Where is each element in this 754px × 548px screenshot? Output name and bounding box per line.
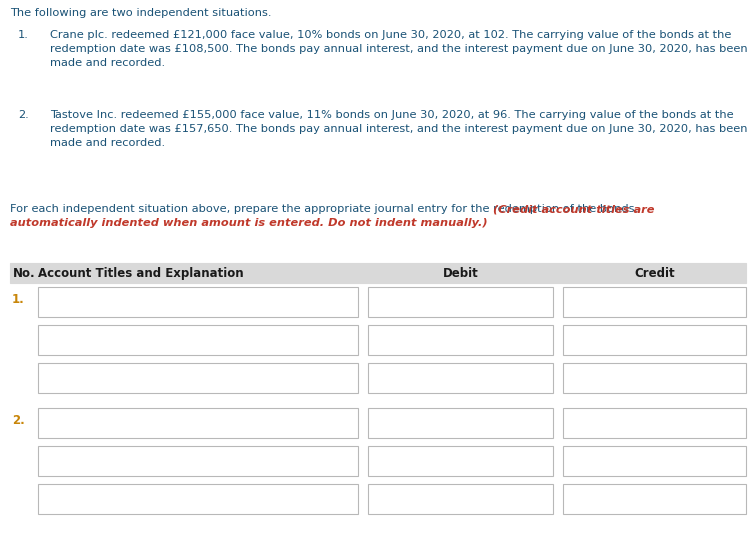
FancyBboxPatch shape — [563, 363, 746, 393]
Text: The following are two independent situations.: The following are two independent situat… — [10, 8, 271, 18]
FancyBboxPatch shape — [563, 408, 746, 438]
Text: Debit: Debit — [443, 267, 478, 280]
FancyBboxPatch shape — [38, 446, 358, 476]
Text: redemption date was £157,650. The bonds pay annual interest, and the interest pa: redemption date was £157,650. The bonds … — [50, 124, 747, 134]
Text: 2.: 2. — [12, 414, 25, 427]
FancyBboxPatch shape — [368, 446, 553, 476]
Text: 2.: 2. — [18, 110, 29, 120]
FancyBboxPatch shape — [38, 363, 358, 393]
FancyBboxPatch shape — [368, 484, 553, 514]
Text: Account Titles and Explanation: Account Titles and Explanation — [38, 267, 244, 280]
Text: automatically indented when amount is entered. Do not indent manually.): automatically indented when amount is en… — [10, 218, 488, 228]
Text: No.: No. — [13, 267, 35, 280]
FancyBboxPatch shape — [38, 325, 358, 355]
Text: (Credit account titles are: (Credit account titles are — [493, 204, 654, 214]
FancyBboxPatch shape — [38, 287, 358, 317]
FancyBboxPatch shape — [10, 263, 746, 283]
Text: Credit: Credit — [634, 267, 675, 280]
FancyBboxPatch shape — [38, 484, 358, 514]
Text: For each independent situation above, prepare the appropriate journal entry for : For each independent situation above, pr… — [10, 204, 642, 214]
Text: made and recorded.: made and recorded. — [50, 58, 165, 68]
FancyBboxPatch shape — [563, 325, 746, 355]
FancyBboxPatch shape — [368, 287, 553, 317]
Text: redemption date was £108,500. The bonds pay annual interest, and the interest pa: redemption date was £108,500. The bonds … — [50, 44, 748, 54]
FancyBboxPatch shape — [563, 446, 746, 476]
FancyBboxPatch shape — [368, 325, 553, 355]
FancyBboxPatch shape — [563, 287, 746, 317]
FancyBboxPatch shape — [368, 408, 553, 438]
Text: 1.: 1. — [18, 30, 29, 40]
FancyBboxPatch shape — [368, 363, 553, 393]
FancyBboxPatch shape — [38, 408, 358, 438]
Text: 1.: 1. — [12, 293, 25, 306]
Text: Tastove Inc. redeemed £155,000 face value, 11% bonds on June 30, 2020, at 96. Th: Tastove Inc. redeemed £155,000 face valu… — [50, 110, 734, 120]
FancyBboxPatch shape — [563, 484, 746, 514]
Text: Crane plc. redeemed £121,000 face value, 10% bonds on June 30, 2020, at 102. The: Crane plc. redeemed £121,000 face value,… — [50, 30, 731, 40]
Text: made and recorded.: made and recorded. — [50, 138, 165, 148]
